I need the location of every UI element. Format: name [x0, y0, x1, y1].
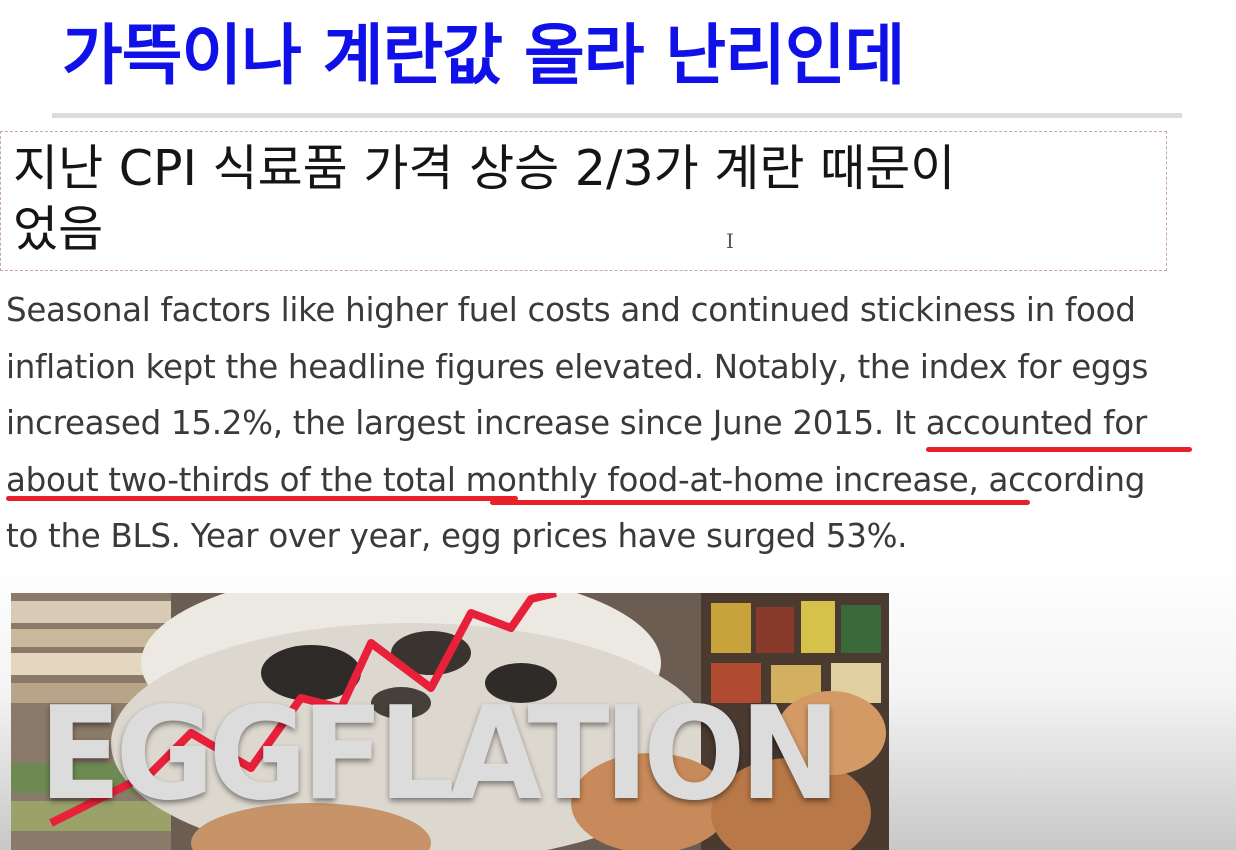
- subtitle-line-2: 었음: [13, 201, 104, 258]
- underline-mark-3: [490, 500, 1030, 505]
- underline-mark-2: [6, 496, 518, 501]
- subtitle-caption-box: 지난 CPI 식료품 가격 상승 2/3가 계란 때문이 었음 I: [0, 131, 1167, 271]
- subtitle-line-1: 지난 CPI 식료품 가격 상승 2/3가 계란 때문이: [13, 140, 956, 197]
- highlighted-phrase-start: It accounted for: [893, 404, 1147, 442]
- article-line-4: about two-thirds of the total monthly fo…: [6, 452, 1231, 509]
- highlighted-phrase-end: about two-thirds of the total monthly fo…: [6, 460, 969, 499]
- video-headline-caption: 가뜩이나 계란값 올라 난리인데: [62, 17, 905, 94]
- text-cursor-icon: I: [726, 229, 734, 253]
- thumbnail-overlay-text: EGGFLATION: [39, 680, 840, 829]
- article-line-3: increased 15.2%, the largest increase si…: [6, 395, 1231, 452]
- underline-mark-1: [926, 447, 1192, 452]
- article-line-3-text: increased 15.2%, the largest increase si…: [6, 404, 894, 442]
- divider-rule: [52, 113, 1182, 118]
- article-line-1: Seasonal factors like higher fuel costs …: [6, 291, 1136, 329]
- article-line-5: to the BLS. Year over year, egg prices h…: [6, 517, 908, 555]
- eggflation-thumbnail-image: EGGFLATION: [11, 593, 889, 850]
- thumbnail-artwork: [11, 593, 889, 850]
- article-line-2: inflation kept the headline figures elev…: [6, 347, 1149, 386]
- subtitle-caption: 지난 CPI 식료품 가격 상승 2/3가 계란 때문이 었음: [13, 138, 1143, 260]
- article-line-4-text: , according: [968, 460, 1146, 499]
- article-excerpt: Seasonal factors like higher fuel costs …: [6, 282, 1231, 565]
